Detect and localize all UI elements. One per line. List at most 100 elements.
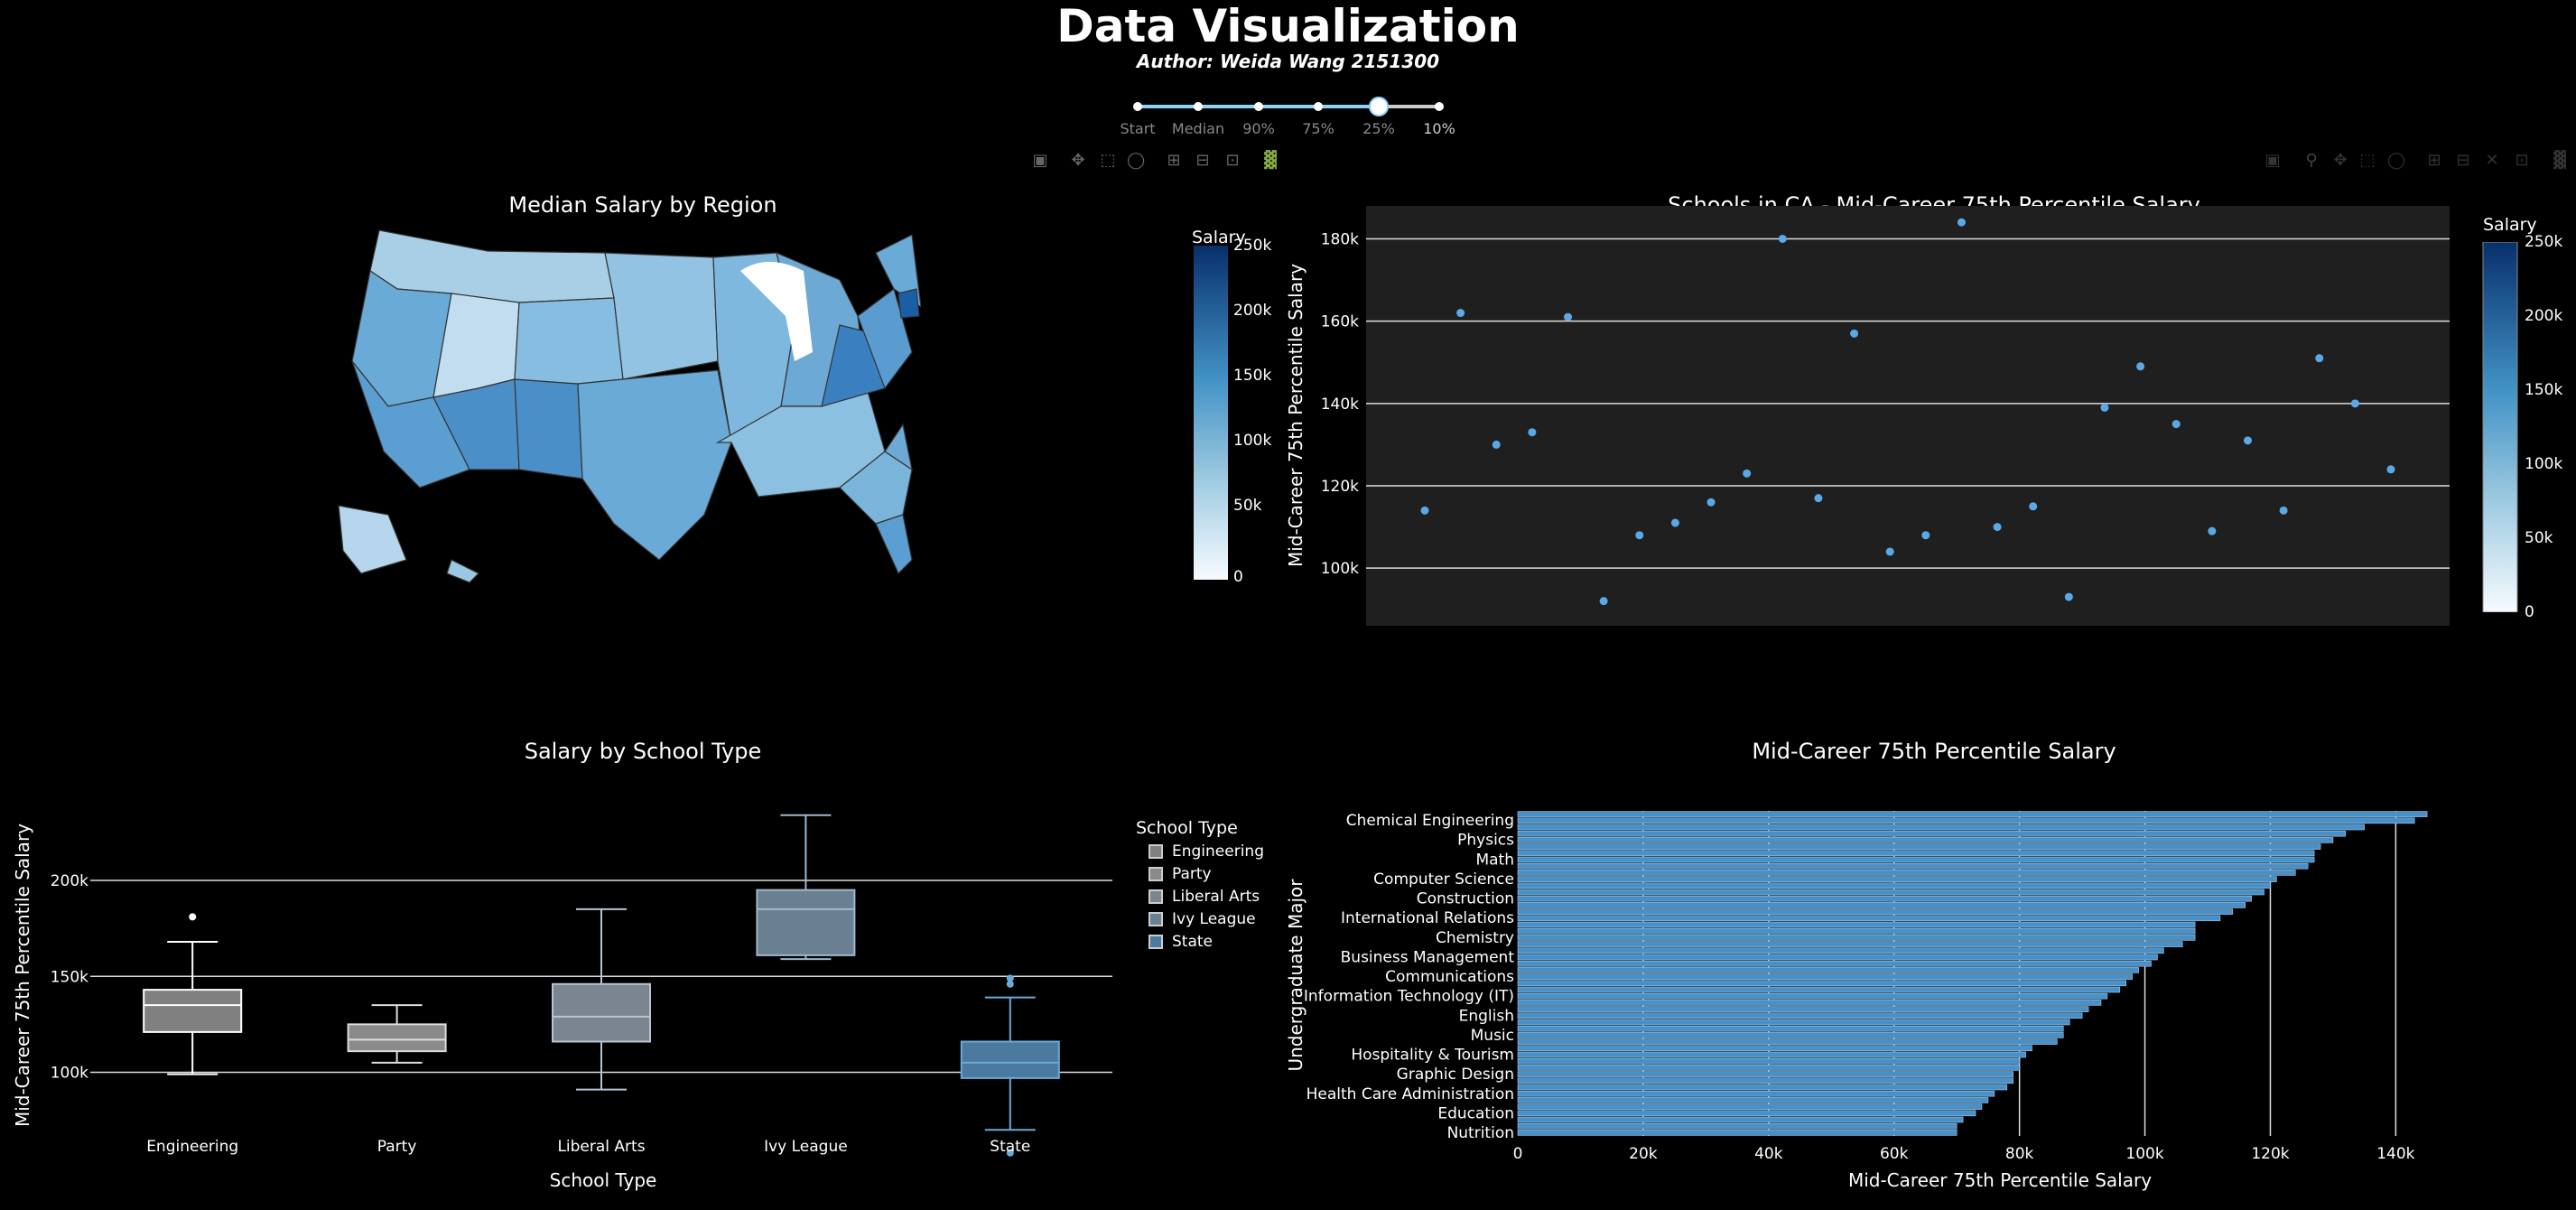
slider-tick-10[interactable] (1435, 102, 1444, 111)
state-region-great-plains[interactable] (604, 252, 719, 380)
pan-icon-right[interactable]: ✥ (2333, 151, 2348, 170)
slider-label-90[interactable]: 90% (1242, 120, 1275, 137)
bar (1517, 960, 2152, 967)
bar (1517, 1000, 2102, 1006)
bar (1517, 921, 2196, 928)
legend-item-party[interactable]: Party (1149, 865, 1212, 883)
bar (1517, 1025, 2064, 1032)
box-select-icon-right[interactable]: ⬚ (2359, 151, 2376, 170)
state-region-northeast-dark[interactable] (897, 288, 920, 319)
slider-tick-90[interactable] (1254, 102, 1263, 111)
bar (1517, 992, 2108, 1000)
slider-label-median[interactable]: Median (1171, 120, 1225, 137)
zoom-in-icon-right[interactable]: ⊞ (2427, 151, 2441, 170)
bar (1517, 908, 2234, 915)
legend-item-liberal-arts[interactable]: Liberal Arts (1149, 888, 1260, 906)
state-region-alaska[interactable] (338, 505, 407, 574)
scatter-point (2350, 399, 2359, 408)
bar (1517, 1116, 1964, 1123)
state-region-texas-oklahoma[interactable] (577, 369, 732, 561)
bar (1517, 941, 2183, 947)
slider-handle[interactable] (1369, 97, 1389, 116)
plotly-logo-icon[interactable]: ▓ (1264, 151, 1277, 170)
bar (1517, 1032, 2064, 1038)
slider-label-start[interactable]: Start (1120, 120, 1156, 137)
slider-tick-start[interactable] (1133, 102, 1142, 111)
reset-icon-right[interactable]: ⊡ (2515, 151, 2529, 170)
box-x-tick-label: Ivy League (764, 1138, 848, 1156)
bar-chart[interactable]: Chemical Engineering PhysicsMathComputer … (1282, 795, 2456, 1192)
state-region-new-england[interactable] (875, 234, 921, 308)
bar (1517, 837, 2334, 843)
scatter-point (2100, 403, 2109, 412)
box-legend-title: School Type (1136, 818, 1238, 838)
bar (1517, 843, 2321, 850)
box-y-tick-label: 200k (51, 872, 88, 890)
plotly-logo-icon-right[interactable]: ▓ (2553, 151, 2566, 170)
state-region-carolinas[interactable] (884, 423, 913, 471)
scatter-point (2386, 465, 2395, 474)
zoom-icon-right[interactable]: ⚲ (2305, 151, 2318, 170)
bar-x-tick-label: 100k (2125, 1145, 2163, 1163)
lasso-icon[interactable]: ◯ (1127, 151, 1146, 170)
scatter-point (2208, 526, 2217, 535)
zoom-in-icon[interactable]: ⊞ (1167, 151, 1181, 170)
us-choropleth-map[interactable] (334, 217, 921, 596)
bar-y-tick-label: Math (1475, 851, 1514, 869)
scatter-point (1921, 531, 1930, 540)
bar (1517, 1122, 1958, 1130)
legend-label: State (1172, 933, 1213, 951)
state-region-wyoming-colorado[interactable] (514, 297, 624, 385)
box-body (960, 1040, 1060, 1079)
map-colorbar (1194, 246, 1228, 580)
zoom-out-icon[interactable]: ⊟ (1195, 151, 1210, 170)
bar (1517, 980, 2127, 987)
box-select-icon[interactable]: ⬚ (1100, 151, 1116, 170)
zoom-out-icon-right[interactable]: ⊟ (2456, 151, 2470, 170)
bar (1517, 895, 2252, 902)
scatter-point (1743, 469, 1752, 478)
bar-y-tick-label: English (1459, 1007, 1514, 1025)
slider-tick-75[interactable] (1314, 102, 1323, 111)
bar-y-tick-label: International Relations (1341, 909, 1514, 927)
pan-icon[interactable]: ✥ (1071, 151, 1085, 170)
state-region-florida[interactable] (875, 514, 913, 575)
camera-icon-right[interactable]: ▣ (2264, 151, 2281, 170)
box-x-tick-label: Liberal Arts (557, 1138, 645, 1156)
box-outlier (1006, 974, 1014, 982)
camera-icon[interactable]: ▣ (1032, 151, 1048, 170)
box-x-tick-label: State (990, 1138, 1030, 1156)
legend-swatch (1149, 867, 1163, 881)
bar-y-tick-label: Construction (1417, 890, 1514, 908)
scatter-y-tick-label: 120k (1321, 478, 1359, 496)
slider-label-10[interactable]: 10% (1423, 120, 1455, 137)
state-region-ohio-pa[interactable] (857, 287, 913, 390)
percentile-slider[interactable] (1120, 94, 1454, 121)
state-region-hawaii[interactable] (446, 559, 480, 583)
scatter-colorbar-tick: 250k (2525, 233, 2563, 251)
legend-item-engineering[interactable]: Engineering (1149, 842, 1264, 861)
scatter-colorbar-tick: 150k (2525, 381, 2563, 399)
scatter-point (1706, 498, 1716, 507)
bar-y-tick-label: Music (1471, 1027, 1514, 1045)
bar-x-tick-label: 20k (1629, 1145, 1658, 1163)
scatter-point (1814, 494, 1823, 503)
legend-item-state[interactable]: State (1149, 933, 1213, 951)
bar-x-tick-label: 60k (1880, 1145, 1909, 1163)
state-region-southeast[interactable] (839, 451, 913, 525)
slider-label-75[interactable]: 75% (1302, 120, 1334, 137)
reset-icon[interactable]: ⊡ (1225, 151, 1240, 170)
lasso-icon-right[interactable]: ◯ (2387, 151, 2406, 170)
box-plot[interactable]: 100k 150k 200k Engineering Party Liberal Art… (0, 795, 1129, 1192)
bar-y-tick-label: Health Care Administration (1307, 1085, 1514, 1103)
autoscale-icon-right[interactable]: ✕ (2485, 151, 2499, 170)
box-y-tick-label: 150k (51, 968, 88, 986)
box-y-axis-label: Mid-Career 75th Percentile Salary (12, 824, 33, 1127)
state-region-new-mexico[interactable] (514, 378, 583, 479)
scatter-point (2279, 506, 2288, 515)
scatter-plot[interactable]: 100k 120k 140k 160k 180k Mid-Career 75th Per… (1282, 199, 2456, 632)
slider-tick-median[interactable] (1194, 102, 1203, 111)
slider-label-25[interactable]: 25% (1362, 120, 1395, 137)
legend-item-ivy-league[interactable]: Ivy League (1149, 910, 1256, 928)
bar (1517, 811, 2428, 817)
